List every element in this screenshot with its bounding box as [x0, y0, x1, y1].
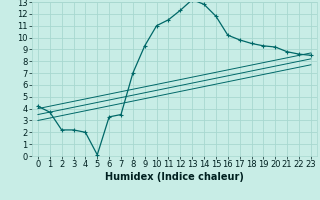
X-axis label: Humidex (Indice chaleur): Humidex (Indice chaleur) — [105, 172, 244, 182]
